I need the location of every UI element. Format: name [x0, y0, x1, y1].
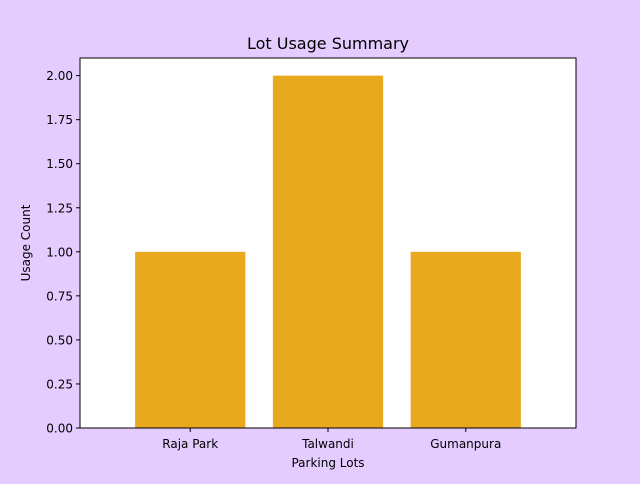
x-tick-label: Gumanpura	[430, 437, 501, 451]
x-tick-label: Raja Park	[162, 437, 218, 451]
bar-talwandi	[272, 75, 384, 429]
x-tick-label: Talwandi	[301, 437, 354, 451]
y-tick-label: 1.00	[46, 245, 73, 259]
y-tick-label: 0.75	[46, 289, 73, 303]
ticks-layer: Raja Park Talwandi Gumanpura 0.00 0.25 0.50 0.…	[46, 69, 501, 451]
y-tick-label: 1.75	[46, 113, 73, 127]
y-tick-label: 0.25	[46, 377, 73, 391]
y-tick-label: 1.25	[46, 201, 73, 215]
y-axis-label: Usage Count	[19, 204, 33, 281]
chart-title: Lot Usage Summary	[247, 34, 409, 53]
y-tick-label: 0.50	[46, 333, 73, 347]
y-tick-label: 1.50	[46, 157, 73, 171]
bars-layer	[135, 75, 521, 429]
bar-raja-park	[135, 251, 246, 428]
bar-gumanpura	[410, 251, 521, 428]
y-tick-label: 0.00	[46, 422, 73, 436]
x-axis-label: Parking Lots	[291, 456, 364, 470]
y-tick-label: 2.00	[46, 69, 73, 83]
